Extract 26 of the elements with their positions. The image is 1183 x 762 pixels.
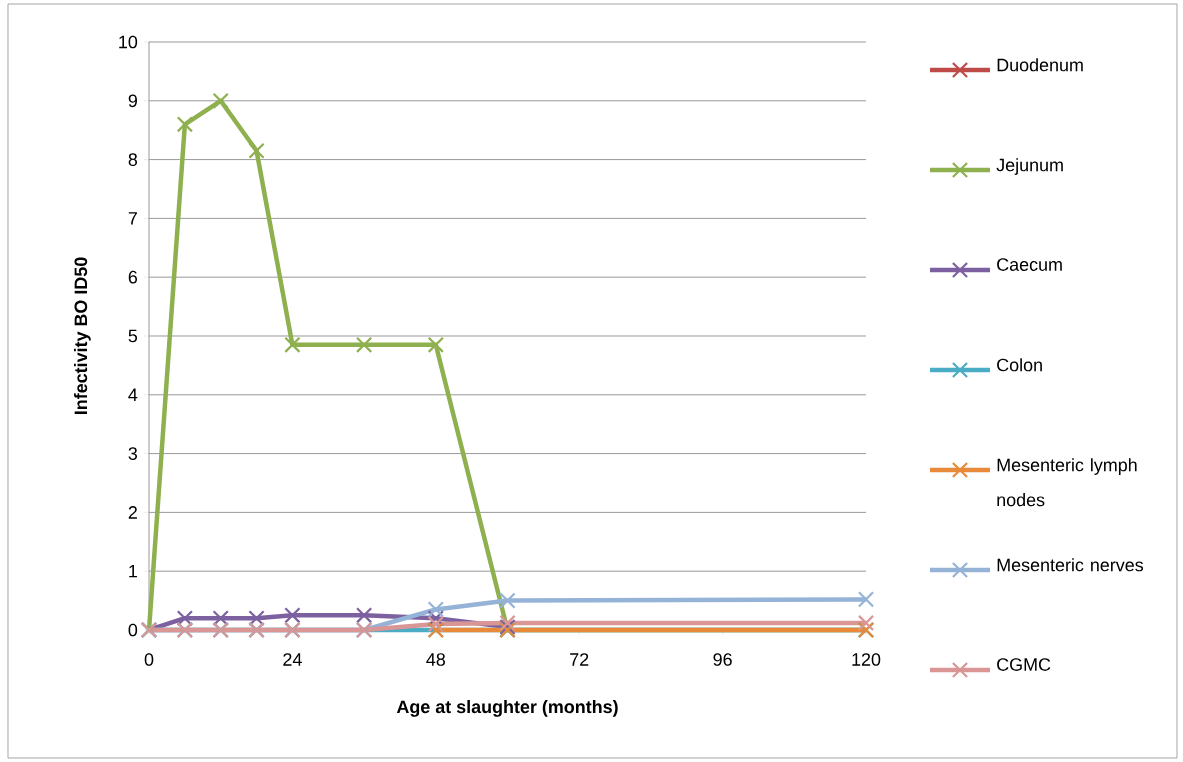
- y-tick-label: 2: [128, 506, 137, 519]
- y-tick-label: 8: [128, 153, 138, 166]
- y-tick-label: 9: [128, 94, 137, 108]
- y-tick-label: 5: [128, 329, 138, 343]
- y-tick-label: 3: [128, 447, 138, 460]
- legend-label: Mesenteric lymph nodes: [997, 458, 1137, 507]
- y-tick-label: 1: [129, 565, 137, 578]
- y-tick-label: 6: [128, 270, 138, 284]
- legend-label: Duodenum: [997, 58, 1083, 72]
- legend-label: Colon: [997, 358, 1042, 372]
- x-tick-label: 48: [426, 653, 446, 666]
- y-tick-label: 10: [119, 35, 138, 49]
- x-tick-label: 24: [283, 653, 302, 666]
- x-tick-label: 96: [713, 653, 732, 666]
- legend-label: Jejunum: [996, 158, 1063, 175]
- x-tick-label: 120: [852, 653, 881, 666]
- y-tick-label: 4: [128, 388, 138, 401]
- legend-label: Mesenteric nerves: [997, 558, 1144, 572]
- x-tick-label: 72: [570, 653, 589, 666]
- x-tick-label: 0: [144, 653, 154, 666]
- y-tick-label: 7: [128, 212, 137, 225]
- legend-label: CGMC: [997, 658, 1051, 671]
- x-axis-title: Age at slaughter (months): [396, 700, 618, 717]
- y-tick-label: 0: [128, 623, 138, 637]
- legend-label: Caecum: [997, 258, 1062, 271]
- y-axis-title: Infectivity BO ID50: [74, 257, 91, 415]
